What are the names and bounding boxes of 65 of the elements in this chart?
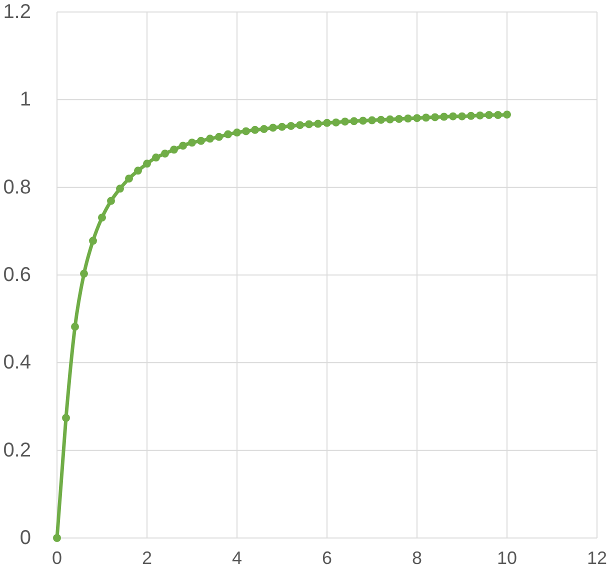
y-tick-label: 1.2 xyxy=(3,1,31,23)
point xyxy=(386,115,394,124)
y-tick-label: 1 xyxy=(20,88,31,111)
y-tick-label: 0 xyxy=(20,527,31,549)
point xyxy=(467,112,475,120)
y-tick-label: 0.6 xyxy=(3,264,31,286)
point xyxy=(296,121,304,130)
point xyxy=(314,120,322,128)
y-tick-label: 0.8 xyxy=(3,176,31,198)
point xyxy=(413,114,421,122)
point xyxy=(269,124,277,132)
point xyxy=(179,142,187,150)
y-tick-label: 0.4 xyxy=(3,352,31,374)
point xyxy=(359,116,367,125)
point xyxy=(368,116,376,124)
point xyxy=(197,136,205,145)
point xyxy=(134,166,142,175)
point xyxy=(161,150,169,158)
point xyxy=(341,118,349,126)
point xyxy=(494,111,502,120)
point xyxy=(449,112,457,120)
point xyxy=(98,214,106,222)
x-tick-label: 12 xyxy=(586,548,608,568)
point xyxy=(80,270,88,278)
point xyxy=(188,138,196,147)
x-tick-label: 0 xyxy=(52,548,62,568)
point xyxy=(476,111,484,120)
point xyxy=(422,114,430,122)
point xyxy=(251,126,259,134)
point xyxy=(62,414,70,422)
point xyxy=(242,127,250,136)
point xyxy=(233,128,241,137)
point xyxy=(224,130,232,138)
point xyxy=(152,154,160,162)
point xyxy=(485,111,493,120)
point xyxy=(260,125,268,134)
x-tick-label: 8 xyxy=(412,548,422,568)
point xyxy=(107,196,115,205)
point xyxy=(116,184,124,193)
point xyxy=(53,534,61,542)
point xyxy=(143,160,151,168)
point xyxy=(125,174,133,183)
x-tick-label: 10 xyxy=(496,548,518,568)
point xyxy=(323,118,331,127)
point xyxy=(395,114,403,123)
point xyxy=(458,112,466,120)
point xyxy=(377,116,385,124)
point xyxy=(287,122,295,130)
point xyxy=(89,236,97,245)
point xyxy=(503,110,511,119)
point xyxy=(215,132,223,141)
point xyxy=(305,120,313,128)
point xyxy=(350,117,358,126)
point xyxy=(170,146,178,154)
y-tick-label: 0.2 xyxy=(3,439,31,462)
point xyxy=(431,113,439,122)
point xyxy=(332,118,340,126)
point xyxy=(278,122,286,131)
point xyxy=(71,322,79,331)
point xyxy=(206,134,214,143)
x-tick-label: 6 xyxy=(322,548,332,568)
point xyxy=(440,112,448,121)
x-tick-label: 4 xyxy=(232,548,242,568)
point xyxy=(404,114,412,123)
x-tick-label: 2 xyxy=(142,548,152,568)
